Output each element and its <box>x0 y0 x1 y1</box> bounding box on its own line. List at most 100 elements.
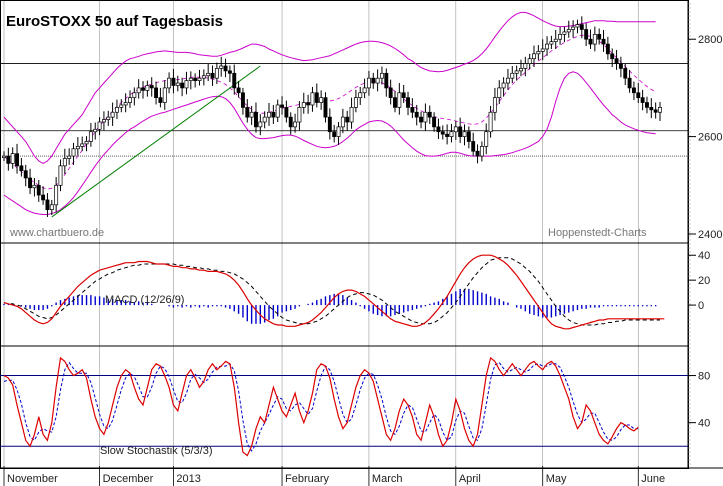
macd-y-tick-label: 20 <box>698 275 710 287</box>
price-candle <box>584 29 589 40</box>
price-candle <box>332 131 337 137</box>
price-candle <box>67 155 72 159</box>
price-candle <box>601 38 606 45</box>
price-candle <box>436 126 441 133</box>
macd-label: MACD (12/26/9) <box>105 294 184 306</box>
price-candle <box>262 116 267 123</box>
price-candle <box>410 107 415 113</box>
price-candle <box>510 72 515 79</box>
price-candle <box>545 43 549 50</box>
price-candle <box>41 194 46 201</box>
price-candle <box>128 97 132 103</box>
price-candle <box>401 92 406 99</box>
price-candle <box>193 77 198 81</box>
x-tick-label: June <box>641 473 665 485</box>
price-candle <box>136 87 141 94</box>
price-candle <box>393 97 397 108</box>
price-candle <box>171 77 176 86</box>
price-candle <box>640 97 645 103</box>
price-candle <box>423 111 428 123</box>
price-candle <box>636 92 641 99</box>
chart-title: EuroSTOXX 50 auf Tagesbasis <box>6 13 223 30</box>
price-candle <box>62 158 67 167</box>
price-candle <box>110 111 115 118</box>
price-candle <box>462 131 467 137</box>
price-candle <box>84 141 89 145</box>
price-candle <box>614 58 619 64</box>
price-candle <box>227 70 232 74</box>
price-y-tick-label: 2600 <box>698 132 722 144</box>
price-candle <box>232 72 237 89</box>
price-candle <box>184 80 189 89</box>
price-candle <box>519 68 523 72</box>
price-candle <box>427 111 432 118</box>
price-candle <box>28 177 33 189</box>
price-candle <box>314 92 319 103</box>
x-tick-label: December <box>103 473 154 485</box>
price-candle <box>562 31 567 35</box>
price-candle <box>527 58 532 64</box>
price-candle <box>119 104 124 108</box>
stochastic-d-line <box>3 361 639 452</box>
price-candle <box>280 104 284 108</box>
price-candle <box>115 107 119 113</box>
price-candle <box>432 116 437 128</box>
stochastic-panel <box>0 356 688 457</box>
price-candle <box>297 107 302 123</box>
price-candle <box>345 116 350 123</box>
price-candle <box>505 77 510 84</box>
price-candle <box>75 145 80 150</box>
macd-line <box>3 254 665 330</box>
price-candle <box>536 51 541 55</box>
price-candle <box>210 72 215 79</box>
price-candle <box>414 111 419 118</box>
price-candle <box>445 133 450 137</box>
price-panel <box>0 11 688 218</box>
price-candle <box>349 107 354 123</box>
price-candle <box>571 26 576 30</box>
price-candle <box>71 148 76 157</box>
x-tick-label: April <box>459 473 481 485</box>
price-candle <box>514 70 519 74</box>
price-candle <box>592 33 597 45</box>
price-candle <box>540 48 545 52</box>
price-candle <box>80 143 85 147</box>
price-candle <box>453 126 458 133</box>
stochastic-k-line <box>3 356 639 457</box>
price-candle <box>188 77 193 81</box>
price-candle <box>658 107 662 113</box>
price-candle <box>101 119 106 123</box>
panel-frames <box>0 0 723 469</box>
price-candle <box>497 87 502 99</box>
price-candle <box>549 41 554 45</box>
price-candle <box>106 116 111 120</box>
price-candle <box>32 184 37 189</box>
price-candle <box>575 24 580 28</box>
price-candle <box>158 97 163 103</box>
bollinger-lower-line <box>3 71 656 215</box>
price-candle <box>492 97 497 113</box>
price-candle <box>10 153 15 164</box>
price-candle <box>271 111 276 118</box>
price-candle <box>23 170 28 179</box>
price-candle <box>553 38 558 43</box>
price-candle <box>406 97 410 108</box>
price-candle <box>532 53 536 60</box>
trendline <box>51 65 261 218</box>
price-candle <box>623 68 628 79</box>
price-candle <box>384 72 389 89</box>
price-candle <box>375 77 380 84</box>
x-tick-label: May <box>546 473 567 485</box>
price-candle <box>284 107 289 118</box>
price-candle <box>123 102 128 106</box>
price-candle <box>380 72 384 79</box>
price-candle <box>449 131 454 137</box>
price-candle <box>362 87 367 94</box>
price-candle <box>631 87 636 94</box>
price-candle <box>627 77 632 89</box>
price-candle <box>45 199 50 211</box>
price-candle <box>310 92 315 106</box>
price-candle <box>201 75 206 79</box>
price-candle <box>327 116 332 133</box>
